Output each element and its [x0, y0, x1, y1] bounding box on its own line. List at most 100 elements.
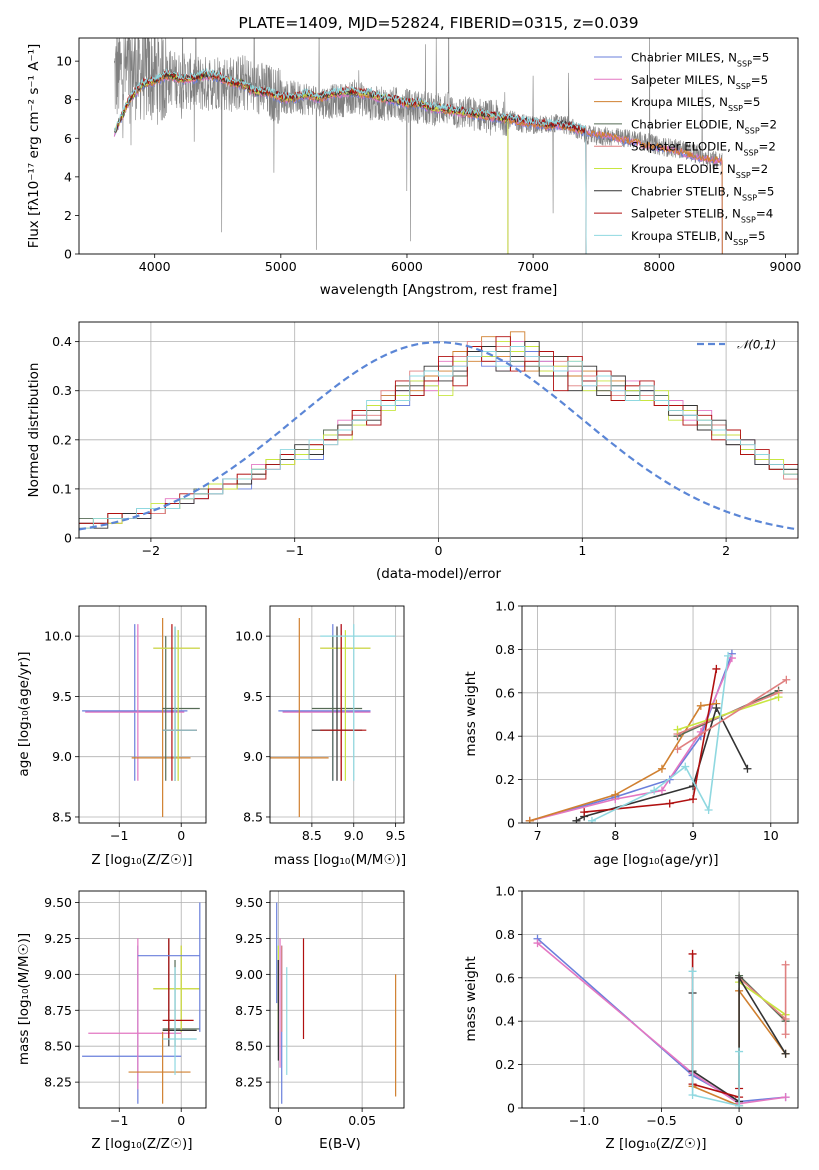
spectrum-frame — [78, 37, 799, 255]
mass_vs_Z-ytick-label-4: 9.25 — [44, 931, 72, 946]
residuals-panel: (data-model)/error Normed distribution — [26, 363, 501, 582]
age_vs_mass-xtick-label-1: 9.0 — [344, 828, 364, 843]
mass_weight_vs_age-marker-7-1 — [665, 799, 674, 808]
age_vs_mass-plot — [270, 618, 396, 817]
residuals-ylabel: Normed distribution — [26, 363, 42, 498]
mass-vs-Z-panel: Z [log₁₀(Z/Z☉)] mass [log₁₀(M/M☉)] — [16, 933, 193, 1152]
mass_weight_vs_Z-line-8 — [691, 971, 740, 1107]
mwAge-xlabel: age [log₁₀(age/yr)] — [593, 852, 718, 868]
mass_weight_vs_Z-xtick-label-1: −0.5 — [646, 1113, 676, 1128]
mass_weight_vs_age-marker-8-2 — [681, 762, 690, 771]
mass_weight_vs_Z-ytick-label-1: 0.2 — [495, 1057, 515, 1072]
spectrum-plot — [113, 38, 723, 254]
mass_weight_vs_age-marker-2-3 — [696, 701, 705, 710]
mass_weight_vs_age-ytick-label-1: 0.2 — [495, 772, 515, 787]
mass_weight_vs_age-xtick-label-0: 7 — [534, 828, 542, 843]
spectrum-legend-label-4: Salpeter ELODIE, NSSP=2 — [631, 140, 776, 158]
age_vs_Z-ytick-label-0: 8.5 — [52, 809, 72, 824]
age_vs_Z-ytick-label-3: 10.0 — [44, 629, 72, 644]
mass-weight-vs-Z-panel: Z [log₁₀(Z/Z☉)] mass weight — [463, 956, 707, 1152]
mass_vs_Z-ytick-label-2: 8.75 — [44, 1003, 72, 1018]
mass_weight_vs_Z-marker-6-3 — [735, 973, 744, 982]
mass_weight_vs_age-axes: 7 8 9 10 0 0.2 0.4 0.6 0.8 1.0 — [495, 599, 798, 843]
mass_weight_vs_Z-ytick-label-4: 0.8 — [495, 927, 515, 942]
mass_vs_ebv-plot — [276, 902, 397, 1104]
mass_weight_vs_age-xtick-label-1: 8 — [611, 828, 619, 843]
massZ-xlabel: Z [log₁₀(Z/Z☉)] — [91, 1136, 192, 1152]
mass_weight_vs_age-marker-8-4 — [724, 651, 733, 660]
mass_weight_vs_age-ytick-label-4: 0.8 — [495, 642, 515, 657]
mass_weight_vs_Z-ytick-label-0: 0 — [507, 1101, 515, 1116]
age-vs-mass-panel: mass [log₁₀(M/M☉)] — [274, 852, 406, 868]
mass_weight_vs_age-ytick-label-3: 0.6 — [495, 685, 515, 700]
mwZ-ylabel: mass weight — [463, 956, 479, 1041]
spectrum-legend-label-0: Chabrier MILES, NSSP=5 — [631, 51, 769, 69]
spectrum-xtick-label-0: 4000 — [139, 259, 171, 274]
mass_weight_vs_age-marker-5-0 — [673, 725, 682, 734]
residuals-xtick-label-2: 0 — [435, 543, 443, 558]
residuals-legend: 𝒩(0,1) — [697, 338, 776, 352]
residuals-plot — [79, 331, 798, 538]
spectrum-ytick-label-4: 8 — [64, 92, 72, 107]
mwZ-xlabel: Z [log₁₀(Z/Z☉)] — [605, 1136, 706, 1152]
residuals-gaussian-line — [79, 341, 798, 531]
mass_weight_vs_age-marker-9-1 — [782, 675, 791, 684]
mass_weight_vs_Z-marker-1-3 — [781, 1093, 790, 1102]
mass_weight_vs_Z-line-5 — [738, 981, 787, 1016]
age_vs_Z-plot — [82, 618, 200, 817]
spectrum-legend-label-3: Chabrier ELODIE, NSSP=2 — [631, 117, 777, 135]
spectrum-title: PLATE=1409, MJD=52824, FIBERID=0315, z=0… — [238, 14, 638, 32]
mass_vs_ebv-axes: 0 0.05 8.25 8.50 8.75 9.00 9.25 9.50 — [235, 891, 404, 1128]
mass_vs_ebv-xtick-label-1: 0.05 — [348, 1113, 376, 1128]
mass_weight_vs_age-marker-1-2 — [657, 786, 666, 795]
spectrum-ytick-label-1: 2 — [64, 208, 72, 223]
residuals-ytick-label-4: 0.4 — [52, 334, 72, 349]
residuals-xtick-label-0: −2 — [142, 543, 160, 558]
spectrum-legend-label-7: Salpeter STELIB, NSSP=4 — [631, 207, 773, 225]
age_vs_Z-frame — [78, 605, 207, 824]
ageZ-xlabel: Z [log₁₀(Z/Z☉)] — [91, 852, 192, 868]
spectrum-xtick-label-3: 7000 — [517, 259, 549, 274]
age_vs_mass-ytick-label-0: 8.5 — [243, 809, 263, 824]
age_vs_mass-frame — [269, 605, 405, 824]
residuals-ytick-label-0: 0 — [64, 531, 72, 546]
mass_vs_Z-ytick-label-3: 9.00 — [44, 967, 72, 982]
mass_weight_vs_Z-plot — [533, 934, 790, 1108]
mass_weight_vs_Z-marker-8-2 — [735, 1101, 744, 1108]
spectrum-data-line — [114, 38, 723, 250]
mass_weight_vs_age-marker-6-0 — [572, 816, 581, 823]
age_vs_Z-xtick-label-0: −1 — [110, 828, 128, 843]
spectrum-legend-label-1: Salpeter MILES, NSSP=5 — [631, 73, 768, 91]
residuals-xtick-label-1: −1 — [285, 543, 303, 558]
mass_weight_vs_age-marker-2-1 — [611, 790, 620, 799]
mass_weight_vs_age-marker-2-2 — [657, 764, 666, 773]
mass-weight-vs-age-panel: age [log₁₀(age/yr)] mass weight — [463, 671, 719, 868]
spectrum-xtick-label-1: 5000 — [265, 259, 297, 274]
mass_weight_vs_age-marker-8-1 — [650, 786, 659, 795]
ageM-xlabel: mass [log₁₀(M/M☉)] — [274, 852, 406, 868]
mass_weight_vs_Z-marker-1-0 — [533, 939, 542, 948]
age_vs_mass-xtick-label-2: 9.5 — [386, 828, 406, 843]
mass_weight_vs_age-frame — [521, 605, 799, 824]
age_vs_Z-ytick-label-2: 9.5 — [52, 689, 72, 704]
age_vs_mass-ytick-label-3: 10.0 — [235, 629, 263, 644]
spectrum-ytick-label-5: 10 — [56, 54, 72, 69]
mass_weight_vs_age-plot — [525, 649, 791, 823]
mass_vs_Z-frame — [78, 890, 207, 1109]
mass_weight_vs_age-ytick-label-0: 0 — [507, 816, 515, 831]
mass_weight_vs_Z-ytick-label-5: 1.0 — [495, 884, 515, 899]
mass_weight_vs_Z-marker-8-3 — [735, 1047, 744, 1056]
mass_vs_ebv-frame — [269, 890, 405, 1109]
mass_weight_vs_age-marker-2-0 — [525, 816, 534, 823]
mass_weight_vs_Z-marker-7-0 — [688, 949, 697, 958]
mass_weight_vs_Z-marker-6-4 — [781, 1049, 790, 1058]
age_vs_Z-ytick-label-1: 9.0 — [52, 749, 72, 764]
mwAge-ylabel: mass weight — [463, 671, 479, 756]
mass_weight_vs_age-ytick-label-5: 1.0 — [495, 599, 515, 614]
spectrum-ytick-label-3: 6 — [64, 131, 72, 146]
spectrum-xtick-label-5: 9000 — [769, 259, 801, 274]
spectrum-panel: PLATE=1409, MJD=52824, FIBERID=0315, z=0… — [26, 14, 639, 298]
mass_weight_vs_Z-frame — [521, 890, 799, 1109]
